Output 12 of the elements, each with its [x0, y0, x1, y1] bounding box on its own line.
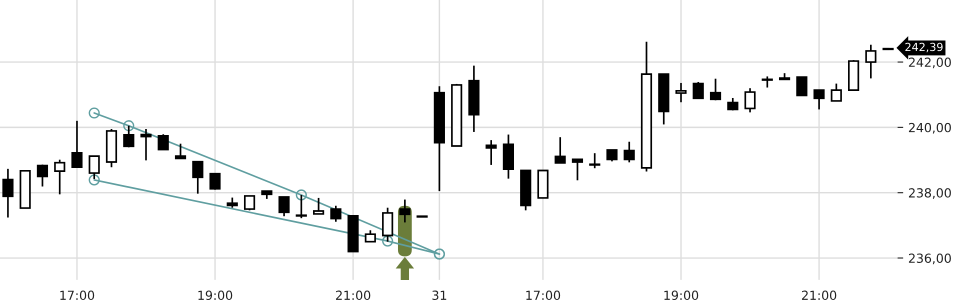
x-tick-label: 31 [432, 290, 446, 300]
x-tick-label: 17:00 [60, 290, 94, 300]
x-tick-label: 21:00 [336, 290, 370, 300]
y-tick-label: 240,00 [908, 122, 951, 134]
y-tick-label: 236,00 [908, 253, 951, 264]
x-tick-label: 21:00 [802, 290, 836, 300]
x-tick-label: 17:00 [526, 290, 560, 300]
y-tick-label: 242,00 [908, 58, 951, 68]
x-tick-label: 19:00 [664, 290, 698, 300]
y-tick-label: 238,00 [908, 188, 951, 199]
text: 242,39 [905, 42, 943, 52]
x-tick-label: 19:00 [198, 290, 232, 300]
